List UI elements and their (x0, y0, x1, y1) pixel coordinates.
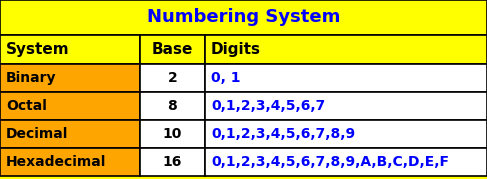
Text: Base: Base (152, 42, 193, 57)
Text: 8: 8 (168, 99, 177, 113)
Bar (205, 148, 487, 176)
Bar (140, 64, 205, 92)
Bar (205, 64, 487, 92)
Text: Decimal: Decimal (6, 127, 68, 141)
Text: 0,1,2,3,4,5,6,7,8,9,A,B,C,D,E,F: 0,1,2,3,4,5,6,7,8,9,A,B,C,D,E,F (211, 155, 449, 169)
Bar (0, 35, 140, 64)
Text: 0,1,2,3,4,5,6,7,8,9: 0,1,2,3,4,5,6,7,8,9 (211, 127, 355, 141)
Text: 16: 16 (163, 155, 182, 169)
Text: Hexadecimal: Hexadecimal (6, 155, 106, 169)
Bar (205, 92, 487, 120)
Bar (0, 0, 487, 35)
Text: 0,1,2,3,4,5,6,7: 0,1,2,3,4,5,6,7 (211, 99, 325, 113)
Text: Numbering System: Numbering System (147, 8, 340, 26)
Text: 0, 1: 0, 1 (211, 71, 241, 85)
Bar (140, 92, 205, 120)
Bar (0, 148, 140, 176)
Text: Octal: Octal (6, 99, 47, 113)
Bar (0, 120, 140, 148)
Text: 10: 10 (163, 127, 182, 141)
Text: 2: 2 (168, 71, 177, 85)
Text: Binary: Binary (6, 71, 56, 85)
Text: System: System (6, 42, 70, 57)
Text: Digits: Digits (211, 42, 261, 57)
Bar (205, 120, 487, 148)
Bar (140, 148, 205, 176)
Bar (140, 120, 205, 148)
Bar (140, 35, 205, 64)
Bar (0, 64, 140, 92)
Bar (0, 92, 140, 120)
Bar (205, 35, 487, 64)
